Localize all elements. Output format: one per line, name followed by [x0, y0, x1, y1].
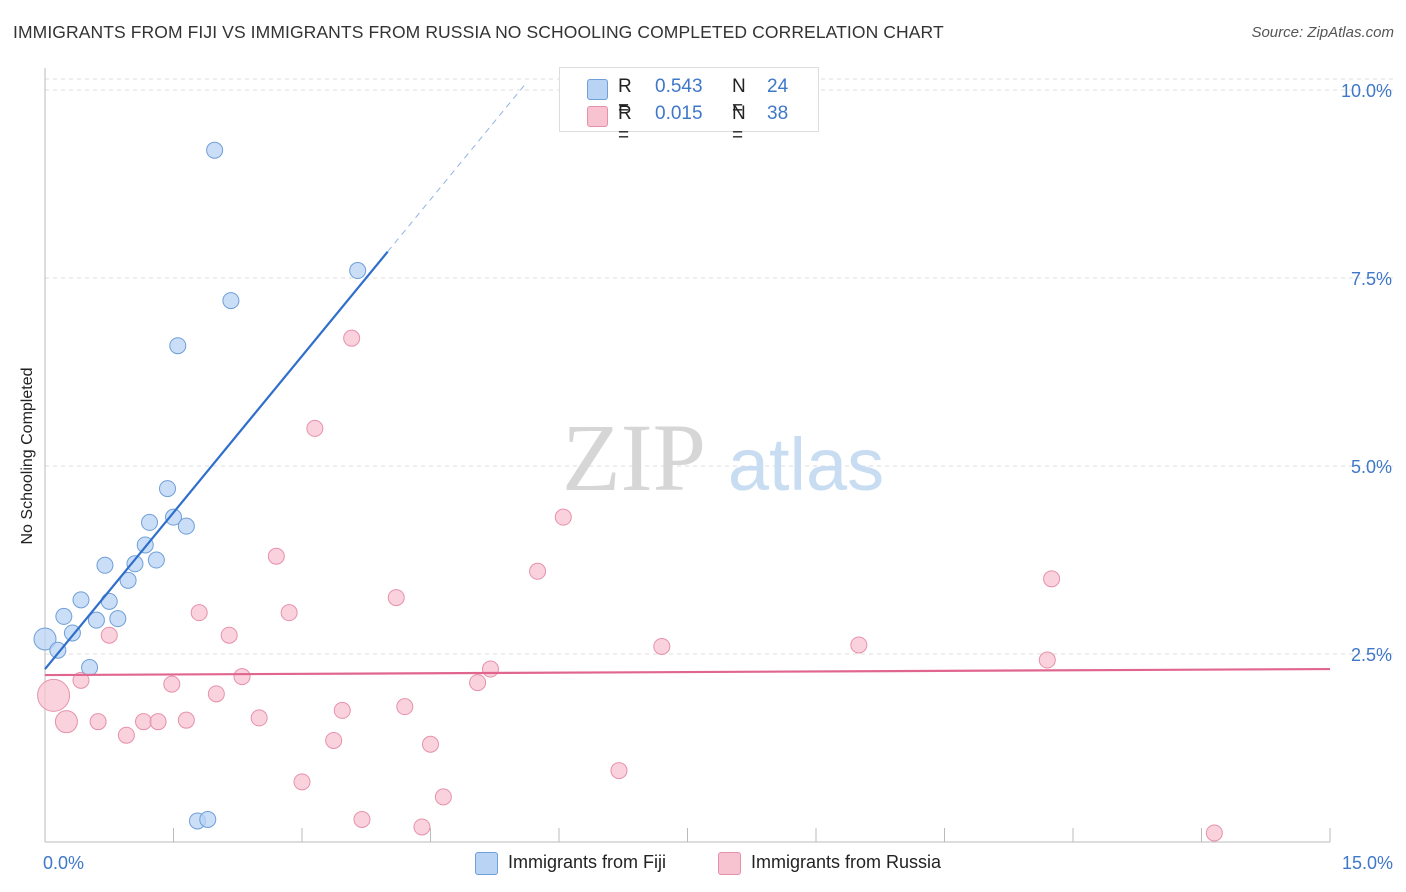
y-tick-label: 7.5%	[1351, 269, 1392, 289]
y-axis-label: No Schooling Completed	[19, 367, 36, 545]
russia-point	[333, 701, 351, 719]
fiji-r-value: 0.543	[655, 76, 703, 97]
russia-point	[207, 685, 225, 703]
russia-point	[117, 726, 135, 744]
fiji-point	[141, 513, 159, 531]
fiji-trend-line	[44, 251, 389, 670]
russia-point	[529, 562, 547, 580]
russia-point	[325, 731, 343, 749]
russia-point	[653, 637, 671, 655]
fiji-point	[349, 262, 367, 280]
fiji-n-value: 24	[767, 76, 789, 97]
bottom-russia-label: Immigrants from Russia	[751, 852, 942, 872]
fiji-point	[222, 292, 240, 310]
russia-point	[149, 713, 167, 731]
zipatlas-watermark: ZIP atlas	[562, 404, 884, 511]
fiji-point	[87, 611, 105, 629]
russia-point	[396, 698, 414, 716]
russia-point	[343, 329, 361, 347]
fiji-point	[109, 610, 127, 628]
russia-points	[37, 329, 1223, 842]
fiji-points	[33, 141, 367, 830]
russia-point	[306, 419, 324, 437]
russia-point	[220, 626, 238, 644]
watermark-zip: ZIP	[562, 404, 706, 511]
russia-point	[100, 626, 118, 644]
fiji-point	[81, 659, 99, 677]
fiji-point	[199, 810, 217, 828]
fiji-r-label: R =	[618, 76, 632, 119]
russia-point	[163, 675, 181, 693]
russia-point	[1038, 651, 1056, 669]
russia-trend-line	[44, 667, 1331, 677]
russia-point	[280, 604, 298, 622]
russia-point	[353, 810, 371, 828]
fiji-point	[177, 517, 195, 535]
fiji-point	[159, 480, 177, 498]
y-tick-label: 2.5%	[1351, 645, 1392, 665]
fiji-point	[55, 607, 73, 625]
russia-point	[481, 660, 499, 678]
russia-point	[267, 547, 285, 565]
correlation-legend: R = 0.543 N = 24 R = 0.015 N = 38	[559, 67, 819, 146]
russia-point	[177, 711, 195, 729]
axes	[44, 68, 1331, 843]
fiji-point	[96, 556, 114, 574]
russia-point	[233, 668, 251, 686]
trend-lines	[44, 84, 1331, 677]
russia-point	[554, 508, 572, 526]
russia-point	[135, 713, 153, 731]
x-tick-label-min: 0.0%	[43, 853, 84, 873]
x-tick-label-max: 15.0%	[1342, 853, 1393, 873]
russia-r-value: 0.015	[655, 103, 703, 124]
russia-point	[1043, 570, 1061, 588]
russia-point	[37, 678, 71, 712]
russia-point	[72, 671, 90, 689]
fiji-n-label: N =	[732, 76, 746, 119]
fiji-point	[169, 337, 187, 355]
russia-n-label: N =	[732, 103, 746, 146]
fiji-point	[49, 641, 67, 659]
russia-point	[469, 674, 487, 692]
fiji-point	[126, 555, 144, 573]
bottom-russia-swatch	[718, 852, 741, 875]
russia-point	[434, 788, 452, 806]
russia-point	[422, 735, 439, 753]
russia-point	[89, 713, 107, 731]
russia-point	[293, 773, 311, 791]
watermark-atlas: atlas	[728, 423, 884, 506]
bottom-fiji-swatch	[475, 852, 498, 875]
tick-labels: 2.5% 5.0% 7.5% 10.0% 0.0% 15.0%	[43, 81, 1393, 873]
fiji-trend-extension	[387, 84, 526, 253]
russia-n-value: 38	[767, 103, 789, 124]
fiji-point	[165, 508, 182, 526]
y-tick-label: 10.0%	[1341, 81, 1392, 101]
bottom-fiji-label: Immigrants from Fiji	[508, 852, 667, 872]
grid-lines	[45, 78, 1393, 655]
russia-point	[387, 589, 405, 607]
fiji-point	[147, 551, 165, 569]
russia-point	[413, 818, 431, 836]
russia-point	[850, 636, 868, 654]
source-label: Source: ZipAtlas.com	[1251, 24, 1394, 41]
fiji-point	[33, 627, 57, 651]
russia-point	[1205, 824, 1223, 842]
chart-title: IMMIGRANTS FROM FIJI VS IMMIGRANTS FROM …	[13, 22, 944, 42]
fiji-point	[63, 624, 81, 642]
fiji-point	[72, 591, 90, 609]
russia-point	[190, 604, 208, 622]
fiji-point	[100, 592, 118, 610]
russia-point	[250, 709, 268, 727]
fiji-swatch	[587, 79, 608, 100]
fiji-point	[119, 571, 137, 589]
russia-point	[610, 762, 628, 780]
fiji-point	[206, 141, 224, 159]
russia-r-label: R =	[618, 103, 632, 146]
russia-point	[54, 710, 78, 734]
y-tick-label: 5.0%	[1351, 457, 1392, 477]
russia-swatch	[587, 106, 608, 127]
